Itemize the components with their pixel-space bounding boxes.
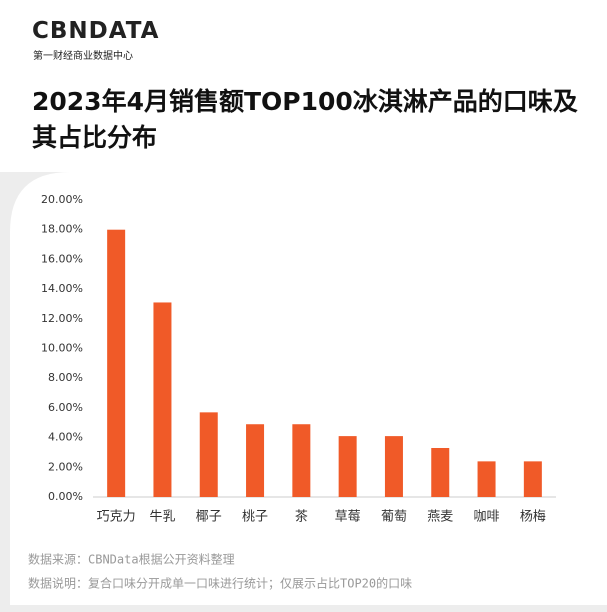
logo-subtitle: 第一财经商业数据中心 — [33, 51, 133, 62]
x-tick-label: 牛乳 — [149, 510, 175, 525]
y-tick-label: 10.00% — [41, 342, 83, 355]
x-tick-label: 椰子 — [196, 510, 222, 525]
bar — [199, 412, 218, 497]
logo: CBNDATA — [32, 18, 160, 44]
y-tick-label: 4.00% — [48, 431, 83, 444]
y-tick-label: 12.00% — [41, 312, 83, 325]
y-tick-label: 14.00% — [41, 282, 83, 295]
y-tick-label: 16.00% — [41, 252, 83, 265]
bar — [431, 447, 450, 497]
y-tick-label: 8.00% — [48, 371, 83, 384]
bar — [523, 461, 542, 497]
bar — [246, 424, 265, 497]
bar — [338, 436, 357, 497]
y-tick-label: 18.00% — [41, 223, 83, 236]
x-tick-label: 桃子 — [242, 510, 268, 525]
bar — [153, 302, 172, 497]
y-tick-label: 20.00% — [41, 193, 83, 206]
x-tick-label: 葡萄 — [381, 510, 407, 525]
note: 数据来源：CBNData根据公开资料整理 — [28, 552, 235, 567]
note: 数据说明：复合口味分开成单一口味进行统计；仅展示占比TOP20的口味 — [28, 576, 412, 591]
chart-title: 2023年4月销售额TOP100冰淇淋产品的口味及其占比分布 — [32, 87, 578, 152]
bar — [107, 229, 126, 497]
bar — [292, 424, 311, 497]
x-tick-label: 杨梅 — [520, 510, 546, 525]
x-tick-label: 巧克力 — [97, 510, 136, 525]
x-tick-label: 草莓 — [335, 510, 361, 525]
y-tick-label: 0.00% — [48, 490, 83, 503]
x-tick-label: 咖啡 — [474, 510, 500, 525]
y-tick-label: 6.00% — [48, 401, 83, 414]
bar — [477, 461, 496, 497]
x-tick-label: 茶 — [295, 509, 308, 525]
x-tick-label: 燕麦 — [427, 510, 453, 525]
y-tick-label: 2.00% — [48, 460, 83, 473]
bar — [384, 436, 403, 497]
card — [10, 172, 607, 605]
